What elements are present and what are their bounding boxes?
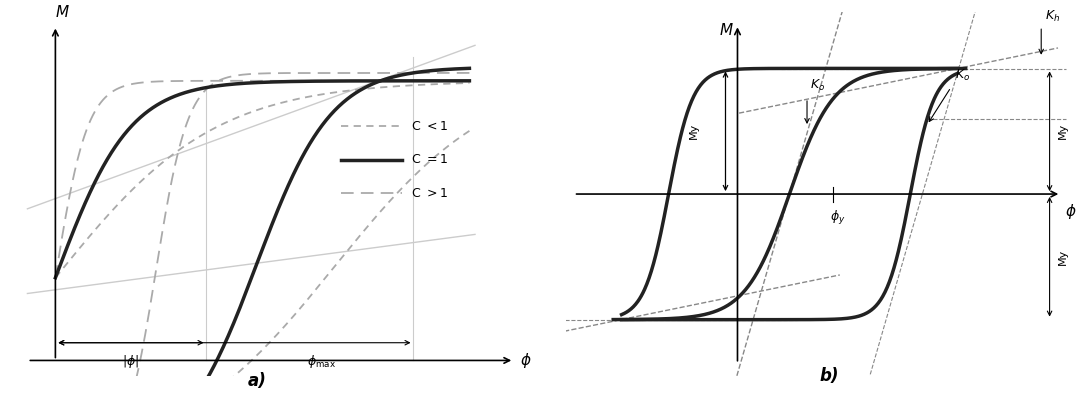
Text: C $>$1: C $>$1: [411, 187, 448, 200]
Text: $K_o$: $K_o$: [955, 68, 970, 84]
Text: $\phi$: $\phi$: [1065, 202, 1077, 221]
Text: $\phi_{\mathrm{max}}$: $\phi_{\mathrm{max}}$: [307, 352, 336, 369]
Text: b): b): [819, 367, 839, 385]
Text: a): a): [248, 372, 266, 390]
Text: $K_o$: $K_o$: [811, 78, 826, 93]
Text: $\phi$: $\phi$: [519, 351, 531, 370]
Text: C $<$1: C $<$1: [411, 120, 448, 133]
Text: $M$: $M$: [719, 22, 733, 38]
Text: C $=$1: C $=$1: [411, 153, 448, 166]
Text: My: My: [1057, 249, 1068, 265]
Text: $M$: $M$: [56, 4, 70, 20]
Text: $|\phi|$: $|\phi|$: [122, 352, 140, 369]
Text: My: My: [688, 123, 698, 139]
Text: $\phi_y$: $\phi_y$: [829, 209, 846, 227]
Text: $K_h$: $K_h$: [1045, 9, 1060, 24]
Text: My: My: [1057, 123, 1068, 139]
